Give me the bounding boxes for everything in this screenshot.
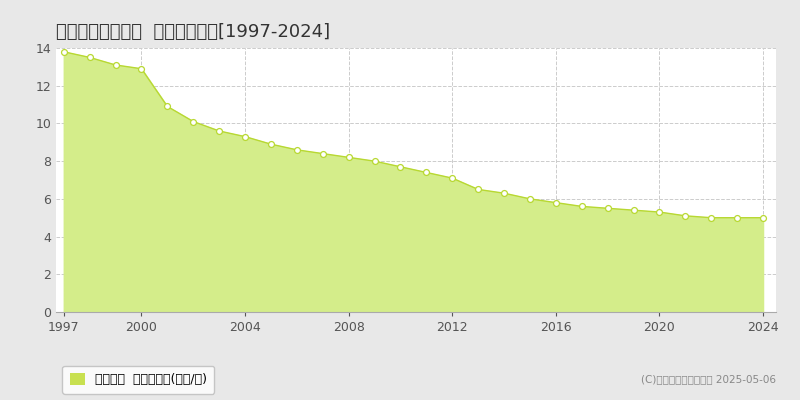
Point <box>575 203 588 210</box>
Point <box>342 154 355 160</box>
Point <box>446 175 458 181</box>
Point <box>523 196 536 202</box>
Point <box>498 190 510 196</box>
Point <box>213 128 226 134</box>
Point <box>316 150 329 157</box>
Text: 邑楽郡邑楽町石打  基準地価推移[1997-2024]: 邑楽郡邑楽町石打 基準地価推移[1997-2024] <box>56 23 330 41</box>
Point <box>58 48 70 55</box>
Point <box>757 214 770 221</box>
Point <box>679 213 692 219</box>
Point <box>550 200 562 206</box>
Point <box>472 186 485 193</box>
Point <box>602 205 614 212</box>
Point <box>265 141 278 147</box>
Point <box>653 209 666 215</box>
Point <box>627 207 640 213</box>
Point <box>187 118 200 125</box>
Point <box>238 134 251 140</box>
Legend: 基準地価  平均坪単価(万円/坪): 基準地価 平均坪単価(万円/坪) <box>62 366 214 394</box>
Point <box>394 164 407 170</box>
Point <box>368 158 381 164</box>
Point <box>420 169 433 176</box>
Point <box>135 66 148 72</box>
Point <box>290 147 303 153</box>
Point <box>109 62 122 68</box>
Point <box>83 54 96 61</box>
Point <box>730 214 743 221</box>
Point <box>705 214 718 221</box>
Point <box>161 103 174 110</box>
Text: (C)土地価格ドットコム 2025-05-06: (C)土地価格ドットコム 2025-05-06 <box>641 374 776 384</box>
